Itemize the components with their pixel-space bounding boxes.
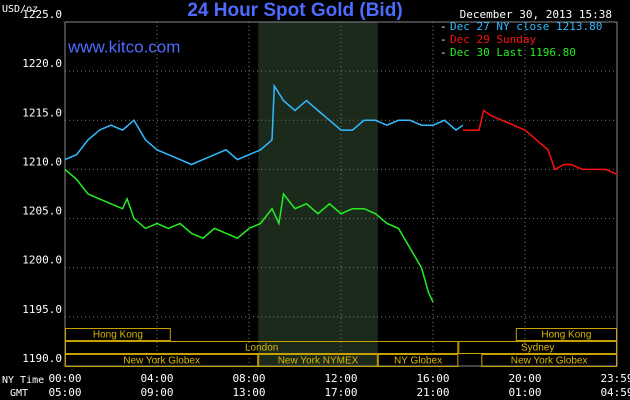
x2-tick-label: 04:59 <box>600 386 630 399</box>
session-bar <box>515 328 617 341</box>
y-tick-label: 1225.0 <box>22 8 62 21</box>
x2-tick-label: 17:00 <box>324 386 357 399</box>
session-label: New York NYMEX <box>278 356 359 367</box>
y-axis-label: USD/oz <box>2 4 38 15</box>
x2-axis-label: GMT <box>10 388 28 399</box>
shaded-region <box>258 22 378 366</box>
x-axis-label: NY Time <box>2 375 44 386</box>
chart-title: 24 Hour Spot Gold (Bid) <box>187 0 402 21</box>
session-label: Hong Kong <box>93 330 143 341</box>
x-tick-label: 00:00 <box>48 372 81 385</box>
series-line <box>462 109 618 175</box>
session-bar <box>65 354 259 367</box>
y-tick-label: 1190.0 <box>22 352 62 365</box>
legend-label: Dec 30 Last 1196.80 <box>450 46 576 59</box>
session-label: New York Globex <box>123 356 200 367</box>
series-line <box>64 83 464 166</box>
x-tick-label: 12:00 <box>324 372 357 385</box>
y-tick-label: 1205.0 <box>22 205 62 218</box>
session-label: New York Globex <box>511 356 588 367</box>
y-tick-label: 1220.0 <box>22 57 62 70</box>
x-tick-label: 04:00 <box>140 372 173 385</box>
x2-tick-label: 09:00 <box>140 386 173 399</box>
session-label: NY Globex <box>394 356 442 367</box>
y-tick-label: 1200.0 <box>22 254 62 267</box>
session-bar <box>65 341 459 354</box>
x2-tick-label: 13:00 <box>232 386 265 399</box>
legend-label: Dec 27 NY close 1213.80 <box>450 20 602 33</box>
session-label: Sydney <box>521 343 554 354</box>
session-label: Hong Kong <box>541 330 591 341</box>
timestamp: December 30, 2013 15:38 <box>460 8 612 21</box>
x2-tick-label: 05:00 <box>48 386 81 399</box>
session-bar <box>458 341 617 354</box>
y-tick-label: 1215.0 <box>22 106 62 119</box>
x-tick-label: 16:00 <box>416 372 449 385</box>
series-line <box>64 168 434 303</box>
x2-tick-label: 01:00 <box>508 386 541 399</box>
session-bar <box>377 354 459 367</box>
x-tick-label: 08:00 <box>232 372 265 385</box>
session-bar <box>258 354 378 367</box>
x-tick-label: 20:00 <box>508 372 541 385</box>
website: www.kitco.com <box>67 37 180 56</box>
x-tick-label: 23:59 <box>600 372 630 385</box>
legend-marker: - <box>440 46 447 59</box>
session-bar <box>65 328 171 341</box>
session-label: London <box>245 343 278 354</box>
legend-label: Dec 29 Sunday <box>450 33 536 46</box>
session-bar <box>481 354 617 367</box>
x2-tick-label: 21:00 <box>416 386 449 399</box>
y-tick-label: 1210.0 <box>22 155 62 168</box>
legend-marker: - <box>440 33 447 46</box>
y-tick-label: 1195.0 <box>22 303 62 316</box>
legend-marker: - <box>440 20 447 33</box>
